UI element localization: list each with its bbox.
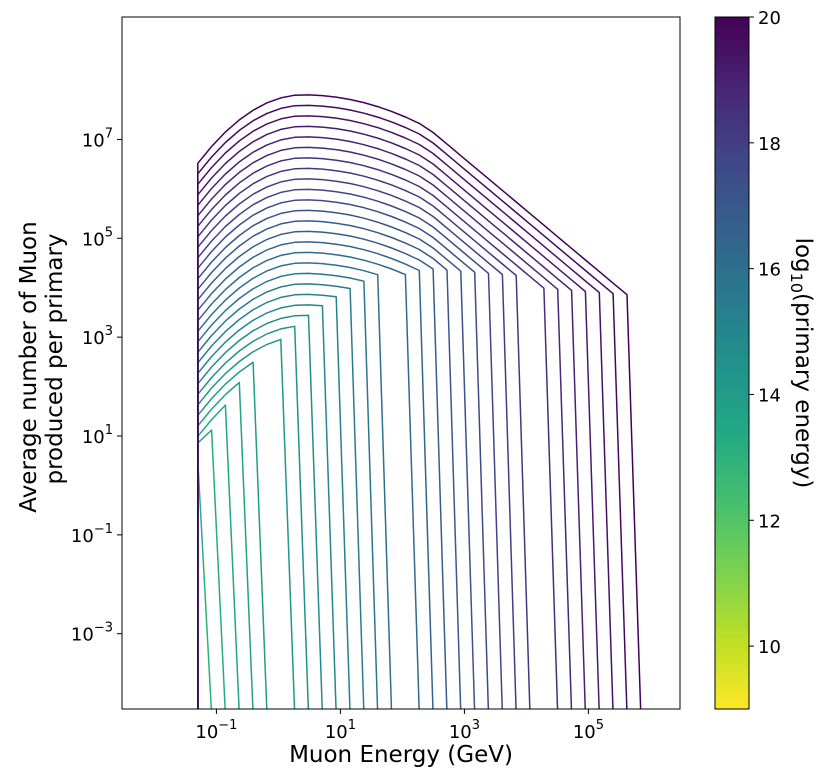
series-line — [197, 115, 614, 709]
series-line — [197, 429, 226, 709]
series-line — [197, 220, 462, 709]
colorbar-label: log10(primary energy) — [787, 238, 816, 489]
x-tick-label: 105 — [573, 718, 604, 743]
y-tick-label: 101 — [82, 423, 113, 448]
series-line — [197, 188, 503, 709]
colorbar-ticks: 10 12 14 16 18 20 — [749, 8, 781, 658]
series-line — [197, 381, 254, 709]
colorbar-tick-label: 12 — [758, 511, 781, 532]
series-line — [197, 167, 531, 709]
colorbar-tick-label: 14 — [758, 385, 781, 406]
colorbar-tick-label: 16 — [758, 260, 781, 281]
x-tick-label: 101 — [325, 718, 356, 743]
colorbar-tick-label: 18 — [758, 134, 781, 155]
series-line — [197, 459, 213, 709]
series-line — [197, 283, 365, 709]
y-axis-ticks: 10−3 10−1 101 103 105 107 — [71, 126, 122, 646]
colorbar-tick-label: 10 — [758, 637, 781, 658]
series-line — [197, 262, 393, 709]
series-line — [197, 314, 323, 709]
colorbar-label-subscript: 10 — [787, 273, 806, 293]
series-line — [197, 125, 600, 709]
y-tick-label: 10−3 — [71, 621, 113, 646]
y-tick-label: 107 — [82, 126, 113, 151]
series-line — [197, 230, 448, 709]
series-line — [197, 178, 517, 709]
x-axis-ticks: 10−1 101 103 105 — [195, 709, 604, 743]
series-line — [197, 136, 586, 709]
colorbar-label-prefix: log — [790, 238, 816, 273]
colorbar-label-suffix: (primary energy) — [790, 293, 816, 488]
series-line — [197, 146, 573, 709]
series-layer — [197, 94, 642, 709]
x-tick-label: 103 — [449, 718, 480, 743]
y-tick-label: 103 — [82, 324, 113, 349]
y-tick-label: 10−1 — [71, 522, 113, 547]
series-line — [197, 199, 490, 709]
x-axis-label: Muon Energy (GeV) — [289, 742, 513, 768]
y-axis-label-line2: produced per primary — [42, 233, 68, 484]
series-line — [197, 304, 337, 709]
series-line — [197, 157, 559, 709]
colorbar — [714, 16, 750, 710]
y-axis-label-line1: Average number of Muon — [16, 221, 42, 512]
series-line — [197, 209, 476, 709]
series-line — [197, 293, 351, 709]
plot-frame — [121, 16, 681, 710]
series-line — [197, 338, 296, 709]
series-line — [197, 241, 434, 709]
series-line — [197, 272, 379, 709]
series-line — [197, 251, 420, 709]
colorbar-tick-label: 20 — [758, 8, 781, 29]
y-tick-label: 105 — [82, 225, 113, 250]
x-tick-label: 10−1 — [195, 718, 237, 743]
series-line — [197, 325, 310, 709]
series-line — [197, 104, 628, 709]
series-line — [197, 94, 642, 709]
